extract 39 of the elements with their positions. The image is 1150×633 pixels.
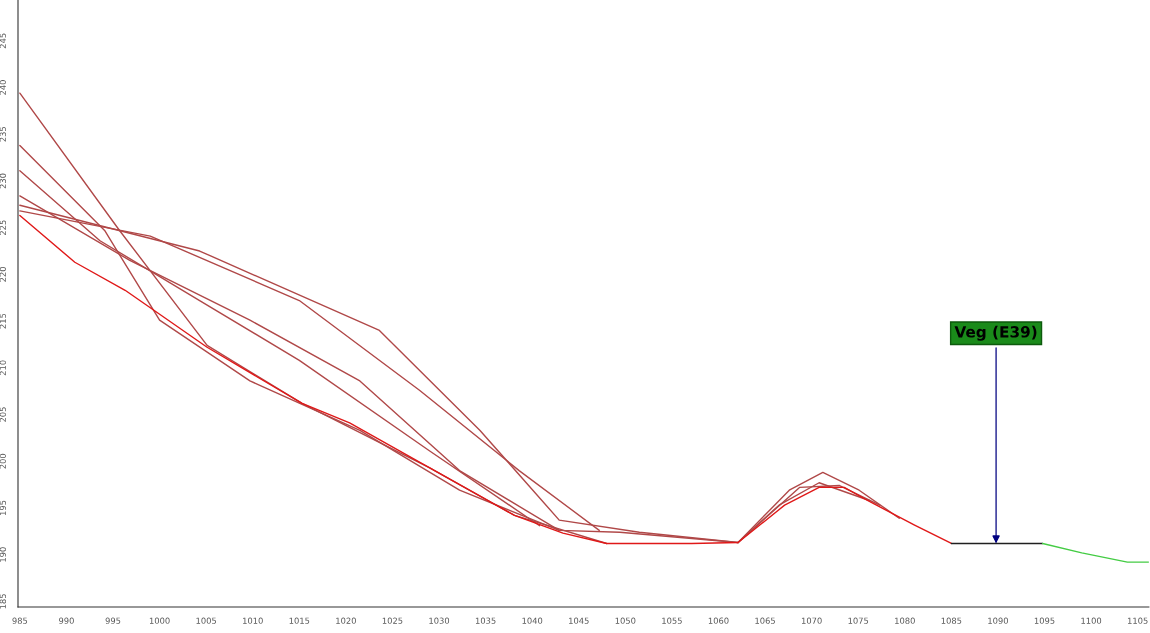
y-tick-label: 230	[0, 173, 6, 189]
x-tick-label: 990	[59, 617, 74, 624]
x-tick-label: 1055	[662, 617, 682, 624]
x-tick-label: 1025	[382, 617, 403, 624]
x-tick-label: 1020	[336, 617, 356, 624]
y-tick-label: 205	[0, 407, 6, 422]
x-tick-label: 1065	[755, 617, 775, 624]
y-tick-label: 240	[0, 80, 6, 95]
y-tick-label: 225	[0, 220, 6, 236]
x-tick-label: 1035	[475, 617, 496, 624]
x-tick-label: 1090	[988, 617, 1008, 624]
y-tick-label: 195	[0, 500, 6, 515]
x-tick-label: 1040	[522, 617, 543, 624]
x-tick-label: 1105	[1127, 617, 1148, 624]
x-tick-label: 1015	[289, 617, 310, 624]
y-tick-label: 210	[0, 360, 6, 376]
x-tick-label: 985	[12, 617, 28, 624]
x-tick-label: 1005	[196, 617, 217, 624]
y-tick-label: 215	[0, 313, 6, 329]
y-tick-label: 200	[0, 453, 6, 469]
x-tick-label: 1030	[429, 617, 450, 624]
x-tick-label: 1070	[801, 617, 822, 624]
annotation: Veg (E39)	[954, 325, 1037, 341]
x-tick-label: 1050	[615, 617, 636, 624]
x-tick-label: 1000	[149, 617, 170, 624]
x-tick-label: 1075	[848, 617, 869, 624]
y-tick-label: 185	[0, 594, 6, 609]
y-tick-label: 190	[0, 547, 6, 562]
x-tick-label: 1060	[708, 617, 729, 624]
x-tick-label: 1010	[243, 617, 263, 624]
y-tick-label: 245	[0, 33, 6, 49]
x-tick-label: 1045	[569, 617, 589, 624]
x-tick-label: 1085	[941, 617, 962, 624]
x-tick-label: 995	[105, 617, 121, 624]
y-tick-label: 220	[0, 266, 6, 282]
y-tick-label: 235	[0, 127, 6, 142]
x-tick-label: 1100	[1081, 617, 1102, 624]
x-tick-label: 1095	[1034, 617, 1055, 624]
x-tick-label: 1080	[895, 617, 915, 624]
